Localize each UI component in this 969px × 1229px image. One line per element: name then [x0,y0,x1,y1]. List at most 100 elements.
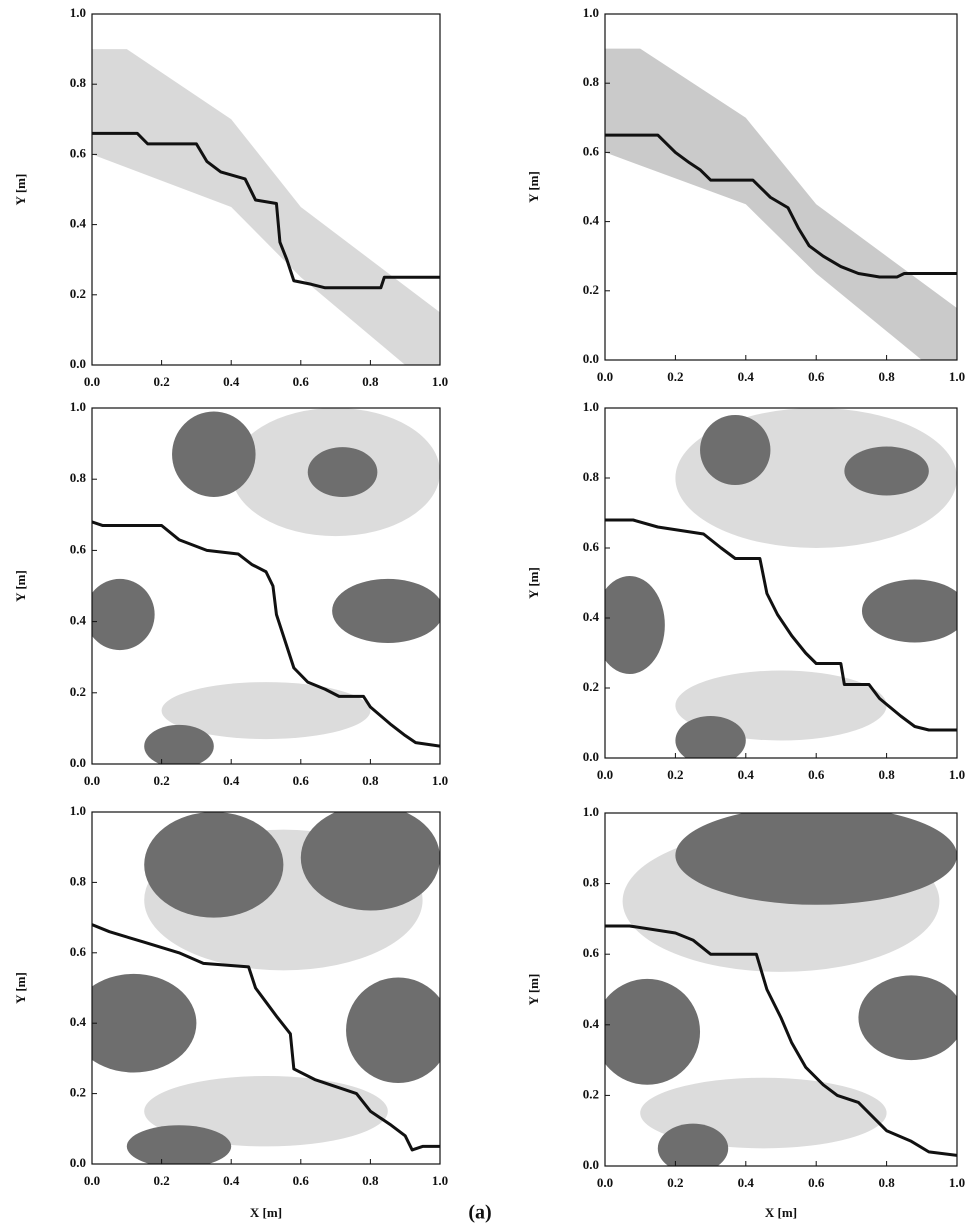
y-tick-label: 0.0 [583,1157,599,1172]
y-tick-label: 0.6 [70,145,87,160]
x-tick-label: 0.8 [362,1173,379,1188]
y-tick-label: 0.8 [583,875,600,890]
plot-frame [604,407,958,759]
x-tick-label: 1.0 [949,369,965,384]
texture [675,716,746,758]
texture [126,1125,232,1164]
x-tick-label: 0.0 [84,773,100,788]
x-tick-label: 0.2 [153,374,169,389]
texture [700,415,771,485]
x-tick-label: 0.8 [362,773,379,788]
texture [144,812,284,918]
panel [92,812,440,1164]
x-axis-label: X [m] [250,1205,282,1220]
texture [858,975,957,1061]
y-tick-label: 0.8 [70,873,87,888]
y-axis-label: Y [m] [526,171,541,203]
y-axis-label: Y [m] [526,974,541,1006]
y-tick-label: 0.8 [583,469,600,484]
y-tick-label: 0.6 [583,945,600,960]
x-tick-label: 0.4 [223,773,240,788]
y-tick-label: 1.0 [583,5,599,20]
y-tick-label: 0.4 [583,609,600,624]
plot-frame [91,13,441,366]
y-tick-label: 1.0 [583,399,599,414]
y-tick-label: 0.2 [70,684,86,699]
panel [92,49,440,365]
x-tick-label: 0.6 [293,1173,310,1188]
boundary-line [605,133,957,279]
texture [92,49,440,365]
texture [144,724,214,764]
y-tick-label: 0.8 [70,75,87,90]
texture [844,446,929,496]
texture [346,977,440,1084]
x-tick-label: 0.2 [667,369,683,384]
x-tick-label: 0.8 [878,1175,895,1190]
y-tick-label: 0.4 [583,1016,600,1031]
y-tick-label: 0.6 [583,143,600,158]
panel [605,408,957,758]
y-tick-label: 0.6 [583,539,600,554]
plot-frame [604,812,958,1167]
y-tick-label: 0.2 [70,286,86,301]
x-tick-label: 0.2 [667,1175,683,1190]
y-tick-label: 0.6 [70,541,87,556]
x-tick-label: 1.0 [432,1173,448,1188]
y-axis-label: Y [m] [526,567,541,599]
y-tick-label: 0.0 [70,1155,86,1170]
y-axis-label: Y [m] [13,174,28,206]
x-tick-label: 0.0 [597,1175,613,1190]
y-tick-label: 1.0 [70,399,86,414]
y-tick-label: 0.2 [583,282,599,297]
x-tick-label: 0.0 [597,369,613,384]
plot-frame [91,407,441,765]
x-tick-label: 0.0 [84,374,100,389]
x-tick-label: 0.2 [153,1173,169,1188]
y-tick-label: 0.4 [583,213,600,228]
x-tick-label: 0.8 [362,374,379,389]
boundary-line [92,923,440,1152]
x-tick-label: 0.4 [738,1175,755,1190]
boundary-line [605,924,957,1157]
texture [92,973,197,1073]
y-tick-label: 0.6 [70,944,87,959]
y-tick-label: 0.4 [70,613,87,628]
panel [92,408,440,764]
boundary-line [605,518,957,732]
texture [605,978,701,1085]
x-tick-label: 0.6 [808,767,825,782]
panel [605,48,957,360]
x-tick-label: 1.0 [432,374,448,389]
y-axis-label: Y [m] [13,570,28,602]
x-tick-label: 0.2 [153,773,169,788]
plot-frame [91,811,441,1165]
y-tick-label: 1.0 [70,5,86,20]
y-tick-label: 0.4 [70,1014,87,1029]
y-tick-label: 0.0 [583,351,599,366]
y-tick-label: 0.2 [583,679,599,694]
x-tick-label: 1.0 [432,773,448,788]
plot-frame [604,13,958,361]
panel [605,813,957,1166]
texture [307,447,378,497]
y-tick-label: 0.2 [583,1086,599,1101]
y-tick-label: 1.0 [583,804,599,819]
x-axis-label: X [m] [765,1205,797,1220]
x-tick-label: 0.8 [878,767,895,782]
x-tick-label: 0.2 [667,767,683,782]
texture [605,576,665,674]
y-tick-label: 0.8 [583,74,600,89]
caption: (a) [468,1202,491,1224]
texture [92,578,155,651]
x-tick-label: 0.4 [738,369,755,384]
texture [861,579,957,643]
y-axis-label: Y [m] [13,972,28,1004]
x-tick-label: 0.8 [878,369,895,384]
y-tick-label: 0.4 [70,216,87,231]
texture [657,1123,729,1166]
texture [161,682,371,740]
texture [172,411,256,497]
y-tick-label: 0.2 [70,1085,86,1100]
